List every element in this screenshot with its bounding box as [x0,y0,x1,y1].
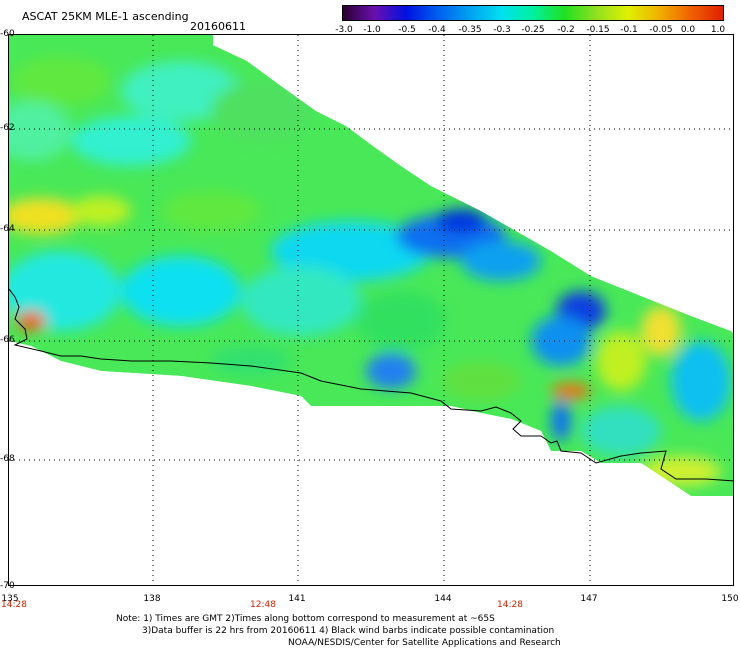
longitude-tick-label: 135 [1,594,19,604]
field-patch [211,346,291,376]
field-patch [551,383,591,399]
coastline [9,288,733,482]
latitude-tick-label: -66 [0,335,15,345]
field-patch [11,56,111,106]
time-label: 14:28 [1,600,27,610]
longitude-tick-label: 147 [580,594,598,604]
note-line-3: NOAA/NESDIS/Center for Satellite Applica… [288,638,561,648]
colorbar-tick-label: -0.3 [493,25,511,35]
colorbar-labels: -3.0 -1.0 -0.5 -0.4 -0.35 -0.3 -0.25 -0.2 -0.15-… [330,25,740,39]
swath-blobs [9,56,731,486]
field-patch [161,191,261,231]
colorbar-tick-label: -0.25 [521,25,545,35]
colorbar-tick-label: -0.05 [649,25,673,35]
colorbar [342,5,724,21]
colorbar-tick-label: -0.2 [557,25,575,35]
colorbar-tick-label: -0.4 [428,25,446,35]
latitude-tick-label: -64 [0,224,15,234]
field-patch [551,401,571,441]
field-patch [641,306,681,356]
colorbar-tick-label: -0.5 [398,25,416,35]
field-patch [71,196,131,226]
note-line-2: 3)Data buffer is 22 hrs from 20160611 4)… [142,626,555,636]
note-line-1: Note: 1) Times are GMT 2)Times along bot… [116,614,495,624]
longitude-tick-label: 144 [434,594,452,604]
latitude-tick-label: -68 [0,454,15,464]
field-patch [441,361,521,401]
latitude-tick-label: -70 [0,581,15,591]
field-patch [241,266,361,336]
time-label: 14:28 [497,600,523,610]
field-patch [356,291,446,351]
swath-data [9,35,733,496]
field-patch [271,221,431,281]
map-title: ASCAT 25KM MLE-1 ascending [22,10,189,23]
colorbar-tick-label: -1.0 [363,25,381,35]
colorbar-tick-label: -3.0 [335,25,353,35]
colorbar-tick-label: -0.1 [620,25,638,35]
latitude-tick-label: -62 [0,123,15,133]
field-patch [9,198,81,234]
latitude-tick-label: -60 [0,29,15,39]
longitude-tick-label: 141 [288,594,306,604]
field-patch [9,101,71,161]
colorbar-tick-label: 0.0 [680,25,696,35]
field-patch [581,406,661,456]
field-patch [671,341,731,421]
field-patch [366,353,416,389]
map-date: 20160611 [190,20,246,33]
colorbar-tick-label: -0.15 [586,25,610,35]
map-plot-area [8,34,734,586]
field-patch [121,256,241,326]
field-patch [436,209,486,233]
time-label: 12:48 [250,600,276,610]
field-patch [531,316,591,366]
colorbar-tick-label: -0.35 [458,25,482,35]
longitude-tick-label: 150 [721,594,739,604]
longitude-tick-label: 138 [143,594,161,604]
field-patch [461,241,541,281]
field-patch [596,331,646,391]
field-patch [71,116,191,166]
field-patch [211,81,311,141]
field-patch [121,61,241,121]
colorbar-tick-label: 1.0 [710,25,726,35]
swath-map [9,35,733,585]
field-patch [16,311,46,331]
